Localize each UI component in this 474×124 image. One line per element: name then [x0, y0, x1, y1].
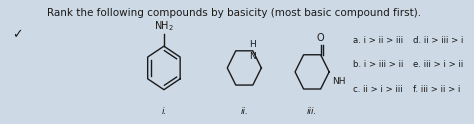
Text: c. ii > i > iii: c. ii > i > iii	[353, 85, 402, 94]
Text: d. ii > iii > i: d. ii > iii > i	[413, 36, 463, 45]
Text: N: N	[249, 52, 256, 61]
Text: ii.: ii.	[240, 108, 248, 116]
Text: O: O	[317, 33, 325, 43]
Text: NH$_2$: NH$_2$	[154, 19, 174, 33]
Text: H: H	[249, 40, 256, 49]
Text: Rank the following compounds by basicity (most basic compound first).: Rank the following compounds by basicity…	[46, 8, 421, 18]
Text: i.: i.	[161, 108, 166, 116]
Text: f. iii > ii > i: f. iii > ii > i	[413, 85, 460, 94]
Text: iii.: iii.	[307, 108, 317, 116]
Text: b. i > iii > ii: b. i > iii > ii	[353, 61, 403, 69]
Text: a. i > ii > iii: a. i > ii > iii	[353, 36, 403, 45]
Text: e. iii > i > ii: e. iii > i > ii	[413, 61, 463, 69]
Text: NH: NH	[332, 77, 346, 86]
Text: ✓: ✓	[12, 28, 22, 41]
